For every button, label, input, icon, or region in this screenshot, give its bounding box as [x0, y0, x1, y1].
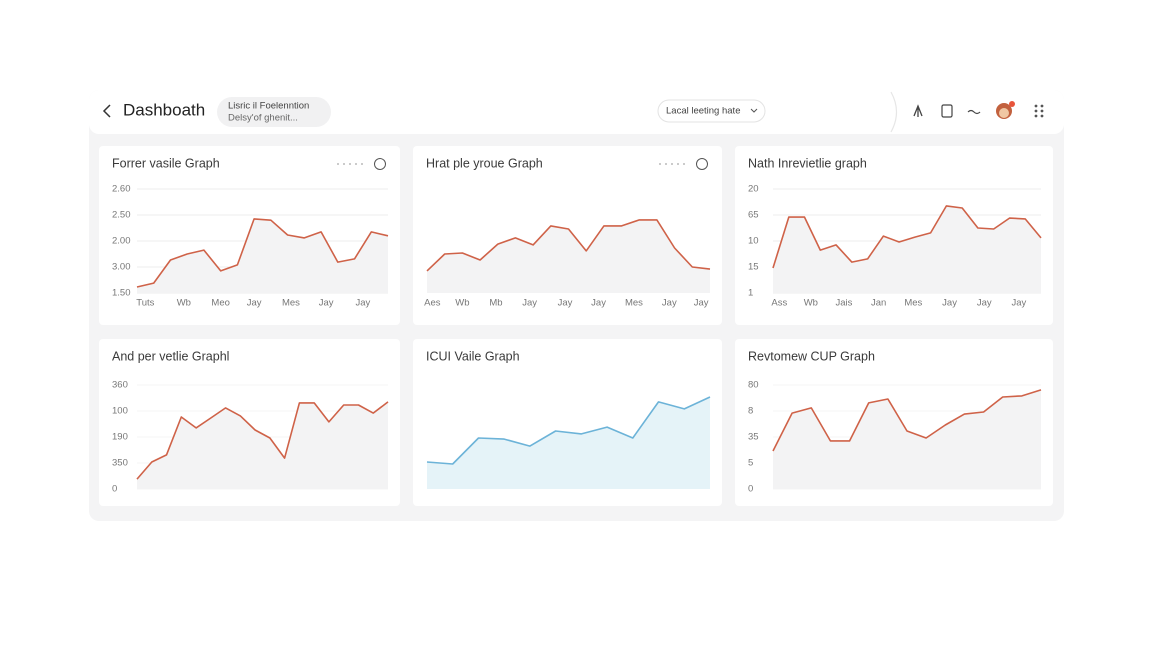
x-tick-label: Tuts — [136, 298, 154, 309]
x-tick-label: Jay — [662, 298, 677, 309]
y-tick-label: 35 — [748, 432, 759, 443]
chart-title: Forrer vasile Graph — [112, 156, 220, 170]
x-tick-label: Jais — [835, 298, 852, 309]
chart-title: And per vetlie Graphl — [112, 349, 229, 363]
x-tick-label: Meo — [211, 298, 229, 309]
y-tick-label: 2.50 — [112, 210, 131, 221]
help-icon[interactable] — [941, 104, 953, 118]
line — [772, 389, 1042, 452]
x-tick-label: Jay — [522, 298, 537, 309]
x-tick-label: Jay — [558, 298, 573, 309]
info-icon[interactable] — [696, 158, 708, 170]
y-tick-label: 100 — [112, 406, 128, 417]
y-tick-label: 350 — [112, 458, 128, 469]
y-tick-label: 1.50 — [112, 288, 131, 299]
x-tick-label: Ass — [771, 298, 787, 309]
y-tick-label: 3.00 — [112, 262, 131, 273]
dropdown-caret — [750, 108, 758, 113]
pill-line: Delsy'of ghenit... — [228, 113, 298, 124]
x-tick-label: Jan — [871, 298, 886, 309]
x-tick-label: Jay — [694, 298, 709, 309]
dots — [677, 163, 679, 165]
x-tick-label: Jay — [356, 298, 371, 309]
x-tick-label: Mb — [489, 298, 502, 309]
pill-line: Lisric il Foelenntion — [228, 101, 309, 112]
x-tick-label: Aes — [424, 298, 441, 309]
area — [427, 397, 710, 489]
divider — [890, 91, 898, 133]
top-bar — [89, 90, 1064, 134]
y-tick-label: 80 — [748, 380, 759, 391]
area — [137, 401, 388, 489]
info-icon[interactable] — [374, 158, 386, 170]
line — [136, 218, 389, 288]
y-tick-label: 1 — [748, 288, 753, 299]
dots — [659, 163, 661, 165]
chart-title: ICUI Vaile Graph — [426, 349, 520, 363]
dots — [337, 163, 339, 165]
x-tick-label: Wb — [455, 298, 469, 309]
line — [772, 205, 1042, 269]
y-tick-label: 190 — [112, 432, 128, 443]
dropdown[interactable] — [657, 99, 766, 123]
y-tick-label: 10 — [748, 236, 759, 247]
dots — [683, 163, 685, 165]
y-tick-label: 15 — [748, 262, 759, 273]
page-title: Dashboath — [123, 100, 205, 119]
dropdown-label: Lacal leeting hate — [666, 106, 740, 117]
x-tick-label: Mes — [625, 298, 643, 309]
menu-icon[interactable] — [1034, 104, 1044, 118]
avatar-face — [999, 108, 1009, 118]
info-pill[interactable] — [217, 97, 331, 127]
dots — [355, 163, 357, 165]
y-tick-label: 2.60 — [112, 184, 131, 195]
x-tick-label: Mes — [282, 298, 300, 309]
y-tick-label: 20 — [748, 184, 759, 195]
x-tick-label: Wb — [804, 298, 818, 309]
x-tick-label: Wb — [177, 298, 191, 309]
dots — [343, 163, 345, 165]
line — [426, 219, 711, 272]
area — [137, 218, 388, 293]
dots — [349, 163, 351, 165]
y-tick-label: 360 — [112, 380, 128, 391]
y-tick-label: 0 — [112, 484, 117, 495]
chart-title: Revtomew CUP Graph — [748, 349, 875, 363]
y-tick-label: 0 — [748, 484, 753, 495]
notification-badge — [1009, 101, 1015, 107]
area — [773, 205, 1041, 293]
y-tick-label: 5 — [748, 458, 753, 469]
chart-title: Hrat ple yroue Graph — [426, 156, 543, 170]
x-tick-label: Jay — [591, 298, 606, 309]
area — [427, 219, 710, 293]
dots — [361, 163, 363, 165]
y-tick-label: 65 — [748, 210, 759, 221]
back-button[interactable] — [102, 104, 111, 118]
x-tick-label: Jay — [319, 298, 334, 309]
area — [773, 389, 1041, 489]
x-tick-label: Jay — [247, 298, 262, 309]
x-tick-label: Jay — [1012, 298, 1027, 309]
x-tick-label: Jay — [942, 298, 957, 309]
dots — [671, 163, 673, 165]
line — [426, 396, 711, 465]
upload-icon[interactable] — [913, 104, 923, 117]
chart-title: Nath Inrevietlie graph — [748, 156, 867, 170]
x-tick-label: Jay — [977, 298, 992, 309]
y-tick-label: 2.00 — [112, 236, 131, 247]
x-tick-label: Mes — [904, 298, 922, 309]
link-icon[interactable] — [967, 109, 981, 115]
line — [136, 401, 389, 480]
y-tick-label: 8 — [748, 406, 753, 417]
dots — [665, 163, 667, 165]
